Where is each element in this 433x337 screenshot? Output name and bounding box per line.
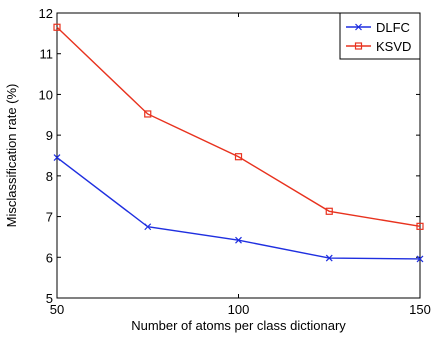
legend-item-ksvd: KSVD	[346, 39, 411, 54]
y-tick-label: 10	[39, 87, 53, 102]
series-lines	[53, 23, 424, 263]
series-line-dlfc	[56, 156, 421, 260]
plot-area: 50 100 150 5 6 7 8 9 10 11 12	[39, 6, 431, 317]
series-line-ksvd	[56, 26, 421, 228]
data-point-dlfc	[416, 255, 424, 263]
legend-item-dlfc: DLFC	[346, 20, 410, 35]
data-point-ksvd	[144, 110, 152, 118]
legend-swatch-marker	[355, 23, 362, 31]
data-point-ksvd	[234, 153, 243, 161]
y-tick-label: 12	[39, 6, 53, 21]
data-point-dlfc	[325, 254, 333, 262]
data-point-ksvd	[53, 23, 61, 31]
y-tick-label: 11	[40, 47, 54, 62]
axis-ticks: 50 100 150 5 6 7 8 9 10 11 12	[39, 6, 431, 317]
x-tick-label: 100	[228, 302, 250, 317]
data-point-dlfc	[144, 223, 152, 231]
y-tick-label: 8	[46, 169, 53, 184]
y-tick-label: 6	[46, 250, 53, 265]
legend: DLFC KSVD	[339, 12, 421, 60]
x-tick-label: 50	[50, 302, 64, 317]
y-tick-label: 9	[46, 128, 53, 143]
x-tick-label: 150	[409, 302, 431, 317]
data-point-ksvd	[325, 207, 333, 215]
data-point-dlfc	[235, 236, 242, 244]
y-axis-label: Misclassification rate (%)	[4, 84, 19, 228]
legend-box	[339, 12, 421, 60]
data-point-dlfc	[53, 154, 61, 161]
legend-label: DLFC	[376, 20, 410, 35]
legend-swatch-marker	[354, 42, 363, 50]
data-point-ksvd	[416, 222, 424, 230]
legend-label: KSVD	[376, 39, 411, 54]
x-axis-label: Number of atoms per class dictionary	[131, 318, 346, 333]
y-tick-label: 5	[46, 291, 53, 306]
y-tick-label: 7	[46, 210, 53, 225]
